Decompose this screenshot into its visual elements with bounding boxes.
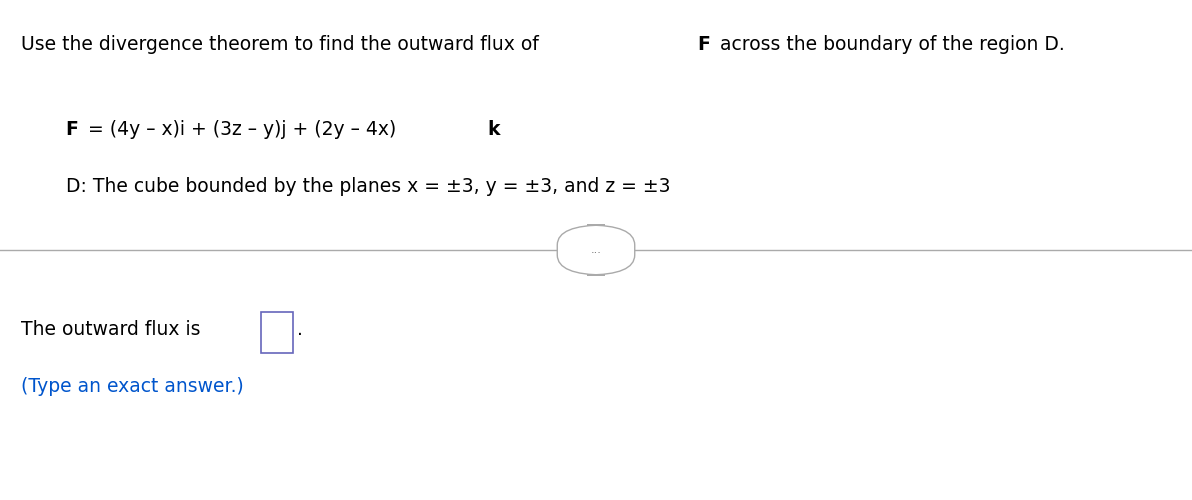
FancyBboxPatch shape bbox=[261, 312, 293, 353]
Text: F: F bbox=[697, 35, 710, 54]
Text: .: . bbox=[297, 320, 303, 339]
Text: k: k bbox=[488, 120, 501, 139]
Text: ...: ... bbox=[590, 245, 602, 255]
Text: = (4y – x)i + (3z – y)j + (2y – 4x): = (4y – x)i + (3z – y)j + (2y – 4x) bbox=[82, 120, 397, 139]
Text: The outward flux is: The outward flux is bbox=[21, 320, 207, 339]
FancyBboxPatch shape bbox=[557, 225, 634, 275]
Text: (Type an exact answer.): (Type an exact answer.) bbox=[21, 378, 244, 396]
Text: Use the divergence theorem to find the outward flux of: Use the divergence theorem to find the o… bbox=[21, 35, 545, 54]
Text: F: F bbox=[66, 120, 79, 139]
Text: D: The cube bounded by the planes x = ±3, y = ±3, and z = ±3: D: The cube bounded by the planes x = ±3… bbox=[66, 178, 670, 197]
Text: across the boundary of the region D.: across the boundary of the region D. bbox=[714, 35, 1064, 54]
